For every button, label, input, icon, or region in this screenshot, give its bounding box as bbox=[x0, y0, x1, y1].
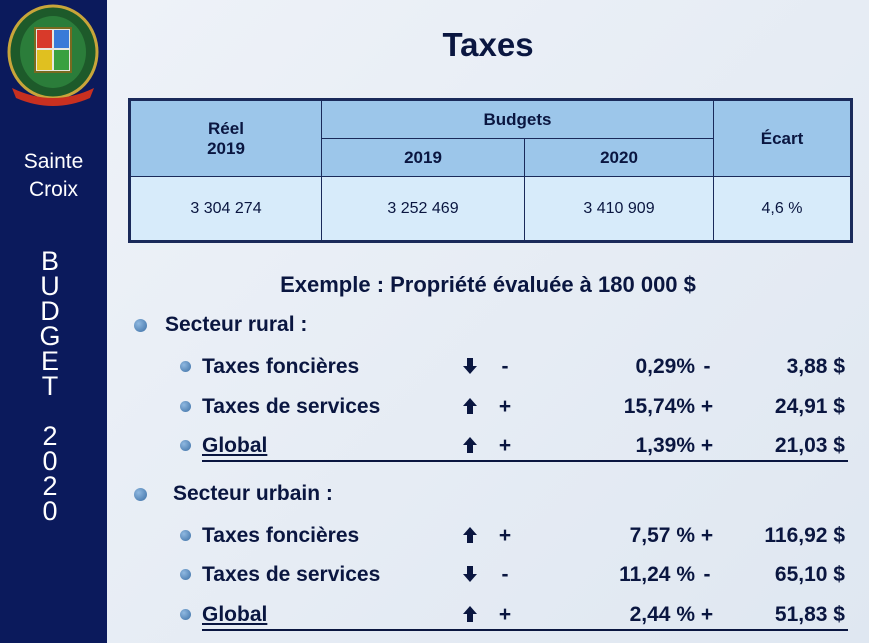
sign: + bbox=[498, 394, 512, 418]
amount: 3,88 $ bbox=[786, 355, 845, 378]
header-cell: 2019 bbox=[321, 138, 525, 177]
trend-arrow bbox=[463, 566, 477, 582]
sign: - bbox=[703, 355, 711, 378]
vertical-label: BUDGET 2020 bbox=[35, 246, 65, 521]
data-cell: 4,6 % bbox=[713, 176, 852, 242]
sign: - bbox=[703, 563, 711, 586]
trend-arrow bbox=[463, 358, 477, 374]
data-cell: 3 304 274 bbox=[129, 176, 322, 242]
header-cell: Budgets bbox=[321, 99, 714, 139]
header-text: Réel bbox=[208, 118, 244, 138]
underline bbox=[202, 628, 848, 631]
percent: 7,57 % bbox=[629, 523, 695, 547]
sidebar: Sainte Croix BUDGET 2020 bbox=[0, 0, 107, 643]
sign: + bbox=[700, 394, 714, 418]
underline bbox=[202, 460, 848, 462]
amount: 21,03 $ bbox=[774, 434, 845, 457]
row-label: Global bbox=[202, 602, 268, 626]
percent: 15,74% bbox=[623, 394, 695, 418]
trend-arrow bbox=[463, 526, 477, 543]
sign: - bbox=[501, 563, 509, 586]
amount: 51,83 $ bbox=[774, 602, 845, 626]
logo bbox=[7, 4, 99, 106]
amount: 65,10 $ bbox=[774, 563, 845, 586]
section-title: Secteur rural : bbox=[165, 313, 308, 336]
sign: + bbox=[498, 523, 512, 547]
municipality: Sainte bbox=[23, 150, 84, 173]
row-label: Taxes de services bbox=[202, 394, 381, 418]
row-label: Taxes foncières bbox=[202, 523, 360, 547]
bullet bbox=[134, 487, 147, 501]
bullet bbox=[180, 400, 191, 412]
data-cell: 3 252 469 bbox=[321, 176, 525, 242]
trend-arrow bbox=[463, 437, 477, 453]
amount: 24,91 $ bbox=[774, 394, 845, 418]
municipality: Croix bbox=[28, 178, 78, 201]
bullet bbox=[180, 569, 191, 580]
sign: + bbox=[700, 602, 714, 626]
bullet bbox=[180, 529, 191, 541]
bullet bbox=[134, 319, 147, 332]
percent: 1,39% bbox=[635, 434, 695, 457]
percent: 0,29% bbox=[635, 355, 695, 378]
percent: 11,24 % bbox=[619, 563, 695, 586]
header-cell: Réel 2019 bbox=[129, 99, 322, 177]
sign: + bbox=[700, 523, 714, 547]
sign: + bbox=[498, 434, 512, 457]
sign: + bbox=[498, 602, 512, 626]
example: Exemple : Propriété évaluée à 180 000 $ bbox=[280, 272, 696, 297]
percent: 2,44 % bbox=[629, 602, 695, 626]
amount: 116,92 $ bbox=[764, 523, 845, 547]
bullet bbox=[180, 440, 191, 451]
summary-table: Réel 2019 Budgets Écart 2019 2020 3 304 … bbox=[128, 98, 853, 243]
section-title: Secteur urbain : bbox=[173, 481, 333, 505]
data-cell: 3 410 909 bbox=[524, 176, 714, 242]
row-label: Taxes foncières bbox=[202, 355, 360, 378]
title: Taxes bbox=[442, 26, 534, 63]
bullet bbox=[180, 608, 191, 620]
bullet bbox=[180, 361, 191, 372]
trend-arrow bbox=[463, 397, 477, 414]
row-label: Global bbox=[202, 434, 268, 457]
content: Taxes Réel 2019 Budgets Écart 2019 2020 … bbox=[107, 0, 869, 643]
header-cell: Écart bbox=[713, 99, 852, 177]
header-cell: 2020 bbox=[524, 138, 714, 177]
sign: + bbox=[700, 434, 714, 457]
header-text: 2019 bbox=[207, 138, 245, 158]
sign: - bbox=[501, 355, 509, 378]
trend-arrow bbox=[463, 605, 477, 622]
row-label: Taxes de services bbox=[202, 563, 381, 586]
